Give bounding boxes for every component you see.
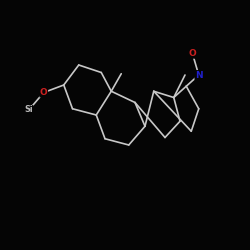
Text: O: O	[40, 88, 48, 97]
Text: N: N	[195, 70, 202, 80]
Text: Si: Si	[24, 106, 33, 114]
Text: O: O	[189, 49, 196, 58]
